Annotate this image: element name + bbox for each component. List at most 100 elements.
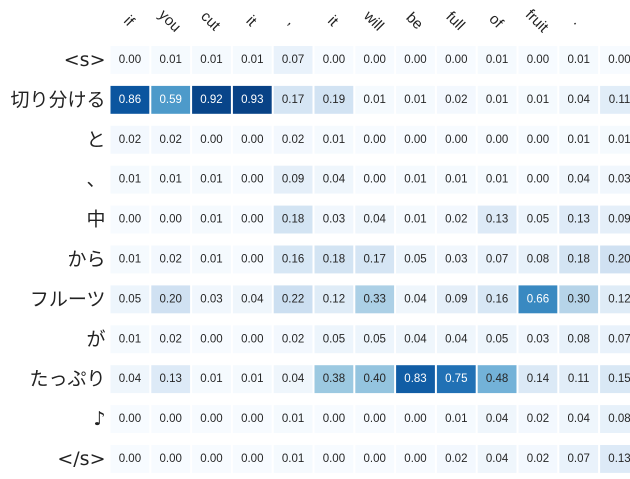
- cell-value-label: 0.04: [404, 293, 427, 305]
- x-tick-label: it: [243, 12, 261, 30]
- cell-value-label: 0.30: [568, 293, 590, 305]
- cell-value-label: 0.01: [241, 54, 263, 66]
- cell-value-label: 0.00: [445, 134, 467, 146]
- x-axis-labels: if you cut it, it will be full of fruit.: [120, 6, 585, 36]
- y-tick-label: </s>: [57, 448, 105, 470]
- cell-value-label: 0.01: [608, 134, 630, 146]
- cell-value-label: 0.66: [527, 293, 549, 305]
- heatmap-cell: [151, 325, 191, 354]
- cell-value-label: 0.00: [527, 134, 549, 146]
- heatmap-cell: [355, 325, 395, 354]
- heatmap-cell: [273, 405, 313, 433]
- heatmap-cell: [232, 85, 272, 114]
- cell-value-label: 0.33: [364, 293, 386, 305]
- cell-value-label: 0.12: [323, 293, 345, 305]
- heatmap-cell: [314, 165, 354, 194]
- heatmap-cell: [436, 205, 476, 234]
- heatmap-cell: [559, 46, 599, 74]
- cell-value-label: 0.01: [241, 373, 263, 385]
- heatmap-cell: [477, 405, 517, 433]
- heatmap-cell: [518, 205, 558, 234]
- cell-value-label: 0.09: [445, 293, 467, 305]
- heatmap-cell: [232, 165, 272, 194]
- heatmap-cell: [559, 285, 599, 314]
- y-tick-label: 切り分ける: [10, 89, 105, 111]
- cell-value-label: 0.00: [364, 453, 386, 465]
- cell-value-label: 0.04: [241, 293, 264, 305]
- heatmap-cell: [477, 85, 517, 114]
- heatmap-cell: [436, 245, 476, 274]
- cell-value-label: 0.03: [323, 214, 345, 226]
- cell-value-label: 0.75: [445, 373, 467, 385]
- cell-value-label: 0.04: [445, 333, 468, 345]
- x-tick-label: fruit: [522, 6, 552, 36]
- cell-value-label: 0.13: [608, 453, 630, 465]
- heatmap-cell: [600, 125, 630, 154]
- cell-value-label: 0.07: [282, 54, 304, 66]
- cell-value-label: 0.03: [200, 293, 222, 305]
- x-tick-label: cut: [197, 8, 224, 35]
- heatmap-cell: [559, 325, 599, 354]
- cell-value-label: 0.04: [404, 333, 427, 345]
- heatmap-cell: [436, 365, 476, 394]
- y-tick-label: と: [86, 129, 105, 151]
- cell-value-label: 0.00: [364, 413, 386, 425]
- heatmap-cell: [436, 445, 476, 473]
- cell-value-label: 0.02: [119, 134, 141, 146]
- heatmap-cell: [355, 46, 395, 74]
- heatmap-cell: [518, 445, 558, 473]
- heatmap-cell: [151, 445, 191, 473]
- cell-value-label: 0.16: [486, 293, 508, 305]
- heatmap-cell: [232, 365, 272, 394]
- cell-value-label: 0.08: [527, 253, 549, 265]
- heatmap-cell: [436, 325, 476, 354]
- cell-value-label: 0.05: [119, 293, 141, 305]
- heatmap-cell: [232, 245, 272, 274]
- cell-value-label: 0.09: [608, 214, 630, 226]
- cell-value-label: 0.02: [445, 214, 467, 226]
- heatmap-cell: [355, 85, 395, 114]
- heatmap-cell: [559, 445, 599, 473]
- cell-value-label: 0.00: [608, 54, 630, 66]
- heatmap-cell: [232, 285, 272, 314]
- cell-value-label: 0.59: [160, 94, 182, 106]
- cell-value-label: 0.00: [160, 413, 182, 425]
- heatmap-cell: [559, 245, 599, 274]
- cell-value-label: 0.03: [608, 174, 630, 186]
- cell-value-label: 0.17: [282, 94, 304, 106]
- heatmap-cell: [273, 245, 313, 274]
- heatmap-cell: [151, 285, 191, 314]
- cell-value-label: 0.02: [527, 413, 549, 425]
- cell-value-label: 0.13: [160, 373, 182, 385]
- heatmap-cell: [600, 405, 630, 433]
- y-tick-label: フルーツ: [30, 288, 106, 310]
- heatmap-cell: [314, 285, 354, 314]
- cell-value-label: 0.00: [160, 214, 182, 226]
- heatmap-cell: [192, 205, 231, 234]
- cell-value-label: 0.01: [445, 413, 467, 425]
- x-tick-label: it: [324, 12, 342, 30]
- heatmap-cell: [559, 205, 599, 234]
- cell-value-label: 0.03: [445, 253, 467, 265]
- x-tick-label: be: [403, 9, 427, 33]
- heatmap-cell: [477, 125, 517, 154]
- cell-value-label: 0.04: [568, 413, 591, 425]
- cell-value-label: 0.01: [200, 174, 222, 186]
- cell-value-label: 0.17: [364, 253, 386, 265]
- heatmap-cell: [110, 405, 150, 433]
- cell-value-label: 0.00: [200, 134, 222, 146]
- heatmap-cell: [232, 125, 272, 154]
- heatmap-cell: [518, 46, 558, 74]
- cell-value-label: 0.19: [323, 94, 345, 106]
- cell-value-label: 0.03: [527, 333, 549, 345]
- cell-value-label: 0.08: [608, 413, 630, 425]
- cell-value-label: 0.00: [241, 134, 263, 146]
- y-tick-label: たっぷり: [29, 368, 105, 390]
- cell-value-label: 0.07: [608, 333, 630, 345]
- heatmap-cell: [559, 125, 599, 154]
- cell-value-label: 0.01: [568, 54, 590, 66]
- heatmap-cell: [192, 46, 231, 74]
- heatmap-cell: [600, 165, 630, 194]
- cell-value-label: 0.05: [527, 214, 549, 226]
